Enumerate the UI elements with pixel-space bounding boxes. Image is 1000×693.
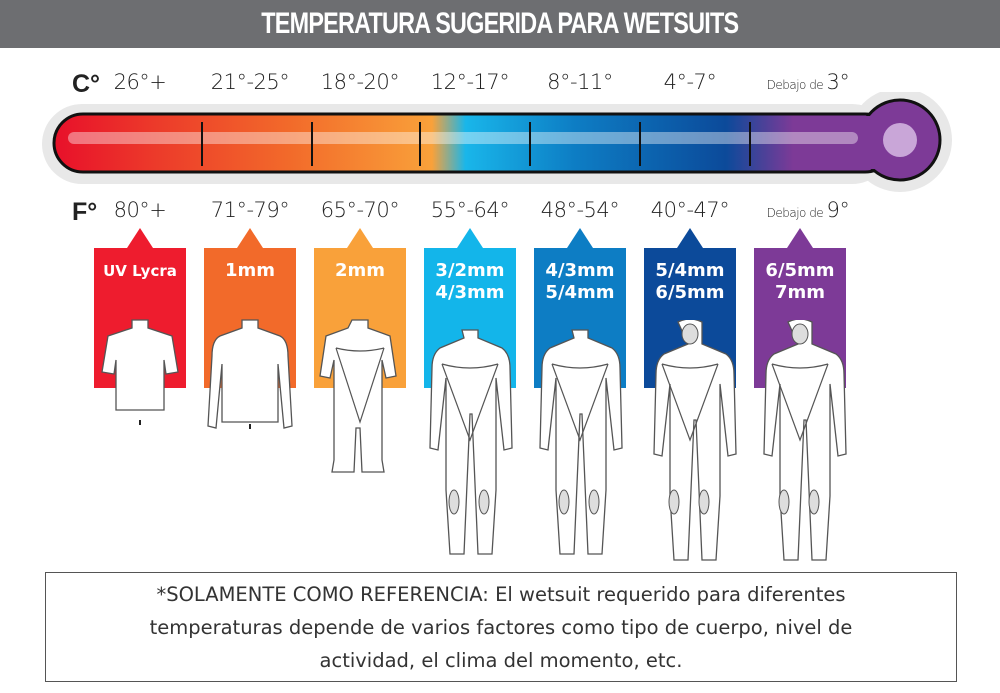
temp-value: 40°-47° (650, 198, 730, 222)
thickness-label: 5/4mm (655, 260, 725, 281)
temp-value: 4°-7° (663, 70, 717, 94)
temp-value: 21°-25° (210, 70, 290, 94)
temp-value: 71°-79° (210, 198, 290, 222)
celsius-range: 12°-17° (415, 70, 525, 94)
temp-value: 9° (826, 198, 850, 222)
reference-note: *SOLAMENTE COMO REFERENCIA: El wetsuit r… (45, 572, 957, 682)
thickness-label: 3/2mm (435, 260, 505, 281)
fahrenheit-range: 65°-70° (305, 198, 415, 222)
long-sleeve-top-illustration (204, 312, 296, 456)
pointer-triangle (787, 228, 813, 248)
pointer-triangle (237, 228, 263, 248)
temp-value: 55°-64° (430, 198, 510, 222)
note-line: actividad, el clima del momento, etc. (319, 649, 683, 672)
temp-value: 12°-17° (430, 70, 510, 94)
temp-value: 18°-20° (320, 70, 400, 94)
temp-value: 8°-11° (547, 70, 613, 94)
page-title: TEMPERATURA SUGERIDA PARA WETSUITS (261, 7, 739, 40)
temp-value: 80°+ (113, 198, 167, 222)
thickness-label: 4/3mm (435, 282, 505, 303)
fahrenheit-range: 55°-64° (415, 198, 525, 222)
temp-value: 65°-70° (320, 198, 400, 222)
celsius-range: 21°-25° (195, 70, 305, 94)
pointer-triangle (567, 228, 593, 248)
thickness-label: 7mm (774, 282, 826, 303)
pointer-triangle (127, 228, 153, 248)
temp-prefix: Debajo de (766, 206, 827, 220)
thickness-label: 6/5mm (655, 282, 725, 303)
fahrenheit-range: 48°-54° (525, 198, 635, 222)
pointer-triangle (457, 228, 483, 248)
thickness-label: 4/3mm (545, 260, 615, 281)
shorty-illustration (314, 312, 406, 496)
thickness-label: UV Lycra (103, 262, 177, 280)
note-line: temperaturas depende de varios factores … (149, 616, 853, 639)
temp-value: 48°-54° (540, 198, 620, 222)
temp-prefix: Debajo de (766, 78, 827, 92)
thickness-label: 5/4mm (545, 282, 615, 303)
thickness-label: 6/5mm (765, 260, 835, 281)
celsius-range: 8°-11° (525, 70, 635, 94)
temp-value: 26°+ (113, 70, 167, 94)
pointer-triangle (347, 228, 373, 248)
fahrenheit-range: 80°+ (85, 198, 195, 222)
celsius-range: Debajo de 3° (753, 70, 863, 94)
short-sleeve-rashguard-illustration (94, 312, 186, 436)
fahrenheit-label: F° (72, 198, 98, 226)
celsius-range: 4°-7° (635, 70, 745, 94)
celsius-range: 26°+ (85, 70, 195, 94)
title-banner: TEMPERATURA SUGERIDA PARA WETSUITS (0, 0, 1000, 48)
fahrenheit-range: Debajo de 9° (753, 198, 863, 222)
pointer-triangle (677, 228, 703, 248)
thickness-label: 2mm (334, 260, 386, 281)
thermometer (42, 92, 952, 192)
celsius-range: 18°-20° (305, 70, 415, 94)
fahrenheit-range: 40°-47° (635, 198, 745, 222)
fullsuit-illustration (420, 320, 520, 584)
temp-value: 3° (826, 70, 850, 94)
fahrenheit-range: 71°-79° (195, 198, 305, 222)
fullsuit-illustration (530, 320, 630, 584)
hooded-fullsuit-illustration (750, 318, 850, 584)
celsius-label: C° (72, 70, 101, 98)
hooded-fullsuit-illustration (640, 318, 740, 584)
thickness-label: 1mm (224, 260, 276, 281)
note-line: *SOLAMENTE COMO REFERENCIA: El wetsuit r… (156, 583, 846, 606)
